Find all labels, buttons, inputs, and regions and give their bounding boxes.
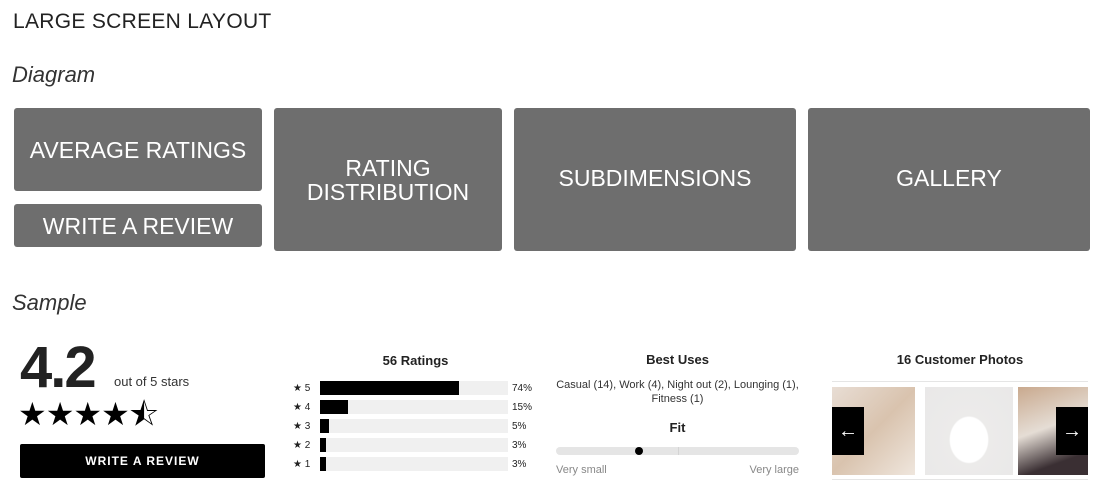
write-review-button[interactable]: WRITE A REVIEW	[20, 444, 265, 478]
star-count: 1	[304, 458, 311, 470]
rating-row-star-label: ★ 2	[293, 440, 320, 451]
diagram-subdimensions: SUBDIMENSIONS	[514, 108, 796, 251]
average-rating-suffix: out of 5 stars	[114, 374, 190, 389]
rating-row-star-label: ★ 1	[293, 459, 320, 470]
star-icon: ★	[293, 382, 302, 394]
rating-percent: 3%	[512, 458, 527, 470]
rating-bar-track	[320, 400, 508, 414]
fit-title: Fit	[669, 420, 686, 435]
best-uses-list: Casual (14), Work (4), Night out (2), Lo…	[556, 379, 799, 405]
page-heading: LARGE SCREEN LAYOUT	[13, 10, 272, 33]
best-uses-title: Best Uses	[646, 352, 709, 367]
star-icon: ★	[293, 439, 302, 451]
rating-bar-track	[320, 419, 508, 433]
rating-percent: 74%	[512, 382, 533, 394]
rating-percent: 15%	[512, 401, 533, 413]
rating-row-star-label: ★ 4	[293, 402, 320, 413]
rating-bar-track	[320, 457, 508, 471]
star-count: 4	[304, 401, 311, 413]
gallery-bottom-divider	[832, 479, 1088, 480]
rating-bar-fill	[320, 381, 460, 395]
ratings-count-title: 56 Ratings	[382, 353, 449, 368]
rating-bar-fill	[320, 400, 349, 414]
sample-label: Sample	[12, 290, 87, 315]
diagram-write-review: WRITE A REVIEW	[14, 204, 262, 247]
gallery-prev-arrow-icon[interactable]: ←	[832, 407, 864, 455]
star-rating-icons: ★★★★⯪	[18, 396, 159, 432]
rating-bar-fill	[320, 419, 330, 433]
rating-row-1[interactable]: ★ 1 3%	[293, 457, 553, 471]
star-count: 5	[304, 382, 311, 394]
star-icon: ★	[293, 420, 302, 432]
diagram-label: Diagram	[12, 62, 96, 87]
star-count: 2	[304, 439, 311, 451]
rating-bar-track	[320, 438, 508, 452]
gallery-next-arrow-icon[interactable]: →	[1056, 407, 1088, 455]
star-icon: ★	[293, 458, 302, 470]
average-rating-value: 4.2	[20, 335, 97, 400]
fit-slider-track	[556, 447, 799, 455]
fit-max-label: Very large	[749, 464, 799, 476]
rating-row-4[interactable]: ★ 4 15%	[293, 400, 553, 414]
customer-photo-2[interactable]	[925, 387, 1013, 475]
rating-row-star-label: ★ 5	[293, 383, 320, 394]
rating-percent: 3%	[512, 439, 527, 451]
rating-percent: 5%	[512, 420, 527, 432]
rating-bar-fill	[320, 457, 326, 471]
gallery-title: 16 Customer Photos	[896, 352, 1024, 367]
fit-midpoint	[677, 447, 679, 455]
rating-bar-fill	[320, 438, 326, 452]
diagram-gallery: GALLERY	[808, 108, 1090, 251]
diagram-rating-distribution: RATING DISTRIBUTION	[274, 108, 502, 251]
gallery-top-divider	[832, 381, 1088, 382]
rating-row-3[interactable]: ★ 3 5%	[293, 419, 553, 433]
rating-row-2[interactable]: ★ 2 3%	[293, 438, 553, 452]
fit-min-label: Very small	[556, 464, 607, 476]
diagram-average-ratings: AVERAGE RATINGS	[14, 108, 262, 191]
rating-row-5[interactable]: ★ 5 74%	[293, 381, 553, 395]
star-count: 3	[304, 420, 311, 432]
fit-indicator-dot	[634, 447, 643, 455]
rating-bar-track	[320, 381, 508, 395]
star-icon: ★	[293, 401, 302, 413]
rating-row-star-label: ★ 3	[293, 421, 320, 432]
